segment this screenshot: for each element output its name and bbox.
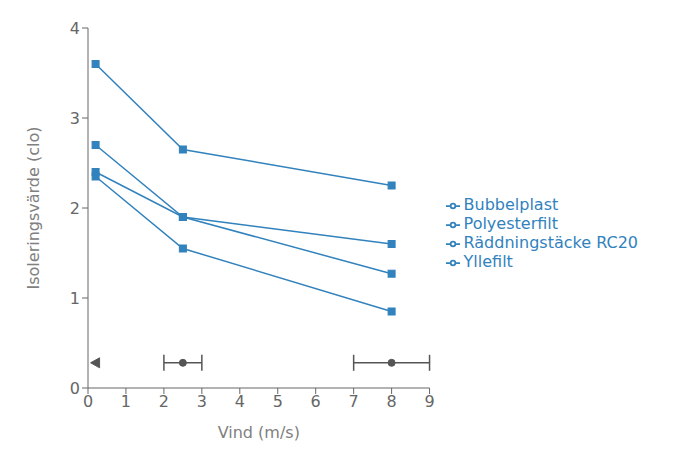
svg-text:4: 4: [70, 19, 80, 38]
svg-text:9: 9: [424, 392, 434, 411]
svg-text:3: 3: [70, 109, 80, 128]
html-text:Bubbelplast: Bubbelplast: [463, 195, 559, 214]
svg-text:4: 4: [235, 392, 245, 411]
svg-text:0: 0: [83, 392, 93, 411]
html-text:Yllefilt: Yllefilt: [463, 252, 513, 271]
svg-text:2: 2: [70, 199, 80, 218]
html-text:Räddningstäcke RC20: Räddningstäcke RC20: [463, 233, 638, 252]
html-text:Polyesterfilt: Polyesterfilt: [463, 214, 558, 233]
svg-text:1: 1: [70, 289, 80, 308]
svg-text:Vind (m/s): Vind (m/s): [218, 423, 300, 442]
svg-text:3: 3: [197, 392, 207, 411]
svg-text:7: 7: [349, 392, 359, 411]
svg-text:0: 0: [70, 379, 80, 398]
svg-text:8: 8: [387, 392, 397, 411]
svg-text:5: 5: [273, 392, 283, 411]
svg-text:2: 2: [159, 392, 169, 411]
svg-text:1: 1: [121, 392, 131, 411]
svg-text:Isoleringsvärde (clo): Isoleringsvärde (clo): [24, 127, 43, 290]
svg-text:6: 6: [311, 392, 321, 411]
